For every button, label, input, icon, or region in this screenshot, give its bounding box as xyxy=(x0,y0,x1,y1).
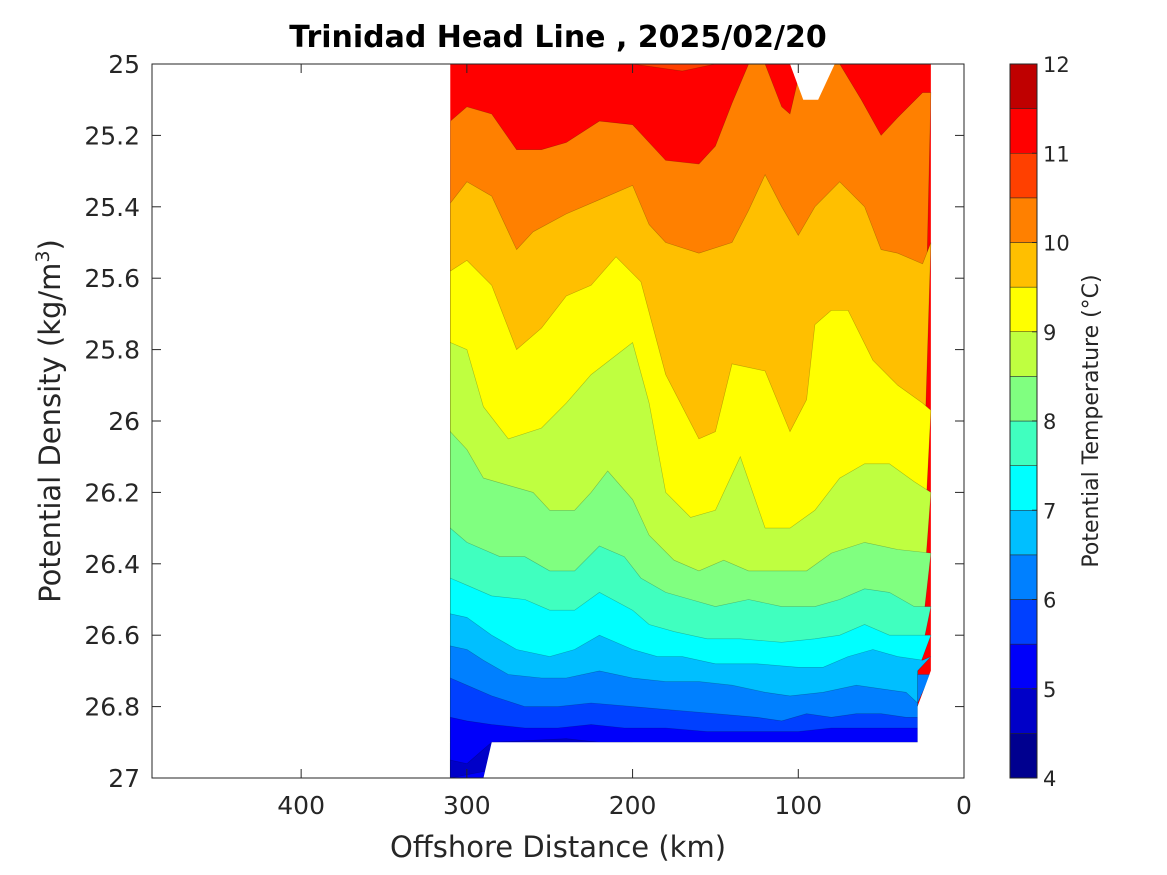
y-tick-label: 26.6 xyxy=(84,621,140,650)
colorbar-tick-label: 7 xyxy=(1043,499,1056,523)
x-tick-label: 100 xyxy=(774,791,822,820)
colorbar-swatch xyxy=(1009,688,1038,734)
x-tick-label: 300 xyxy=(443,791,491,820)
y-tick-label: 26.4 xyxy=(84,550,140,579)
colorbar-swatch xyxy=(1009,733,1038,779)
colorbar-tick-label: 9 xyxy=(1043,321,1056,345)
colorbar: 4 5 6 7 8 9 10 11 12 xyxy=(1009,53,1070,791)
colorbar-swatch xyxy=(1009,465,1038,511)
colorbar-swatch xyxy=(1009,643,1038,689)
plot-axes: 25 25.2 25.4 25.6 25.8 26 26.2 26.4 26.6 26.8 27 40… xyxy=(84,50,972,820)
x-axis-label: Offshore Distance (km) xyxy=(390,830,726,864)
contour-blank-bottom xyxy=(483,670,964,778)
colorbar-swatch xyxy=(1009,420,1038,466)
x-tick-label: 400 xyxy=(277,791,325,820)
y-tick-label: 26 xyxy=(108,407,140,436)
colorbar-swatch xyxy=(1009,108,1038,154)
colorbar-tick-label: 11 xyxy=(1043,142,1070,166)
colorbar-swatch xyxy=(1009,197,1038,243)
y-tick-label: 25.4 xyxy=(84,193,140,222)
y-tick-label: 26.8 xyxy=(84,693,140,722)
contour-blank-notch xyxy=(790,64,835,100)
colorbar-swatch xyxy=(1009,242,1038,288)
chart-title: Trinidad Head Line , 2025/02/20 xyxy=(289,20,826,55)
y-tick-label: 27 xyxy=(108,764,140,793)
colorbar-swatch xyxy=(1009,554,1038,600)
y-axis-label-superscript: 3 xyxy=(32,250,54,262)
colorbar-label: Potential Temperature (°C) xyxy=(1079,274,1104,567)
colorbar-swatch xyxy=(1009,510,1038,556)
y-axis-label-close: ) xyxy=(33,239,67,250)
x-tick-label: 0 xyxy=(956,791,972,820)
colorbar-tick-label: 6 xyxy=(1043,589,1056,613)
x-tick-label: 200 xyxy=(609,791,657,820)
colorbar-tick-label: 12 xyxy=(1043,53,1070,77)
contour-fill-layer xyxy=(449,64,964,778)
colorbar-swatch xyxy=(1009,286,1038,332)
colorbar-tick-label: 4 xyxy=(1043,767,1056,791)
y-tick-label: 26.2 xyxy=(84,478,140,507)
colorbar-swatch xyxy=(1009,331,1038,377)
y-tick-label: 25.8 xyxy=(84,336,140,365)
y-tick-label: 25.6 xyxy=(84,264,140,293)
colorbar-swatch xyxy=(1009,63,1038,109)
colorbar-tick-label: 10 xyxy=(1043,232,1070,256)
colorbar-swatch xyxy=(1009,376,1038,422)
y-axis-label-main: Potential Density (kg/m xyxy=(33,263,67,603)
colorbar-tick-label: 5 xyxy=(1043,678,1056,702)
contour-band-11 xyxy=(450,64,716,72)
colorbar-tick-label: 8 xyxy=(1043,410,1056,434)
y-axis-label: Potential Density (kg/m3) xyxy=(32,239,67,603)
y-tick-label: 25.2 xyxy=(84,121,140,150)
y-tick-label: 25 xyxy=(108,50,140,79)
colorbar-swatch xyxy=(1009,599,1038,645)
colorbar-swatch xyxy=(1009,153,1038,199)
